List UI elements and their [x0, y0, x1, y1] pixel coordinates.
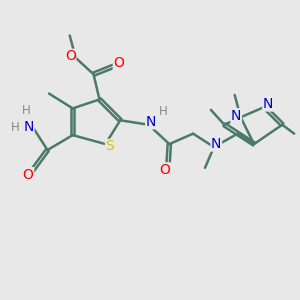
Text: O: O: [65, 50, 76, 63]
Text: H: H: [11, 121, 19, 134]
Text: O: O: [23, 168, 34, 182]
Text: N: N: [211, 137, 221, 151]
Text: N: N: [231, 109, 242, 123]
Text: O: O: [159, 163, 170, 177]
Text: H: H: [22, 104, 31, 117]
Text: N: N: [23, 120, 34, 134]
Text: S: S: [106, 140, 114, 153]
Text: N: N: [146, 115, 156, 129]
Text: H: H: [159, 105, 168, 118]
Text: N: N: [263, 97, 273, 111]
Text: O: O: [113, 56, 124, 70]
